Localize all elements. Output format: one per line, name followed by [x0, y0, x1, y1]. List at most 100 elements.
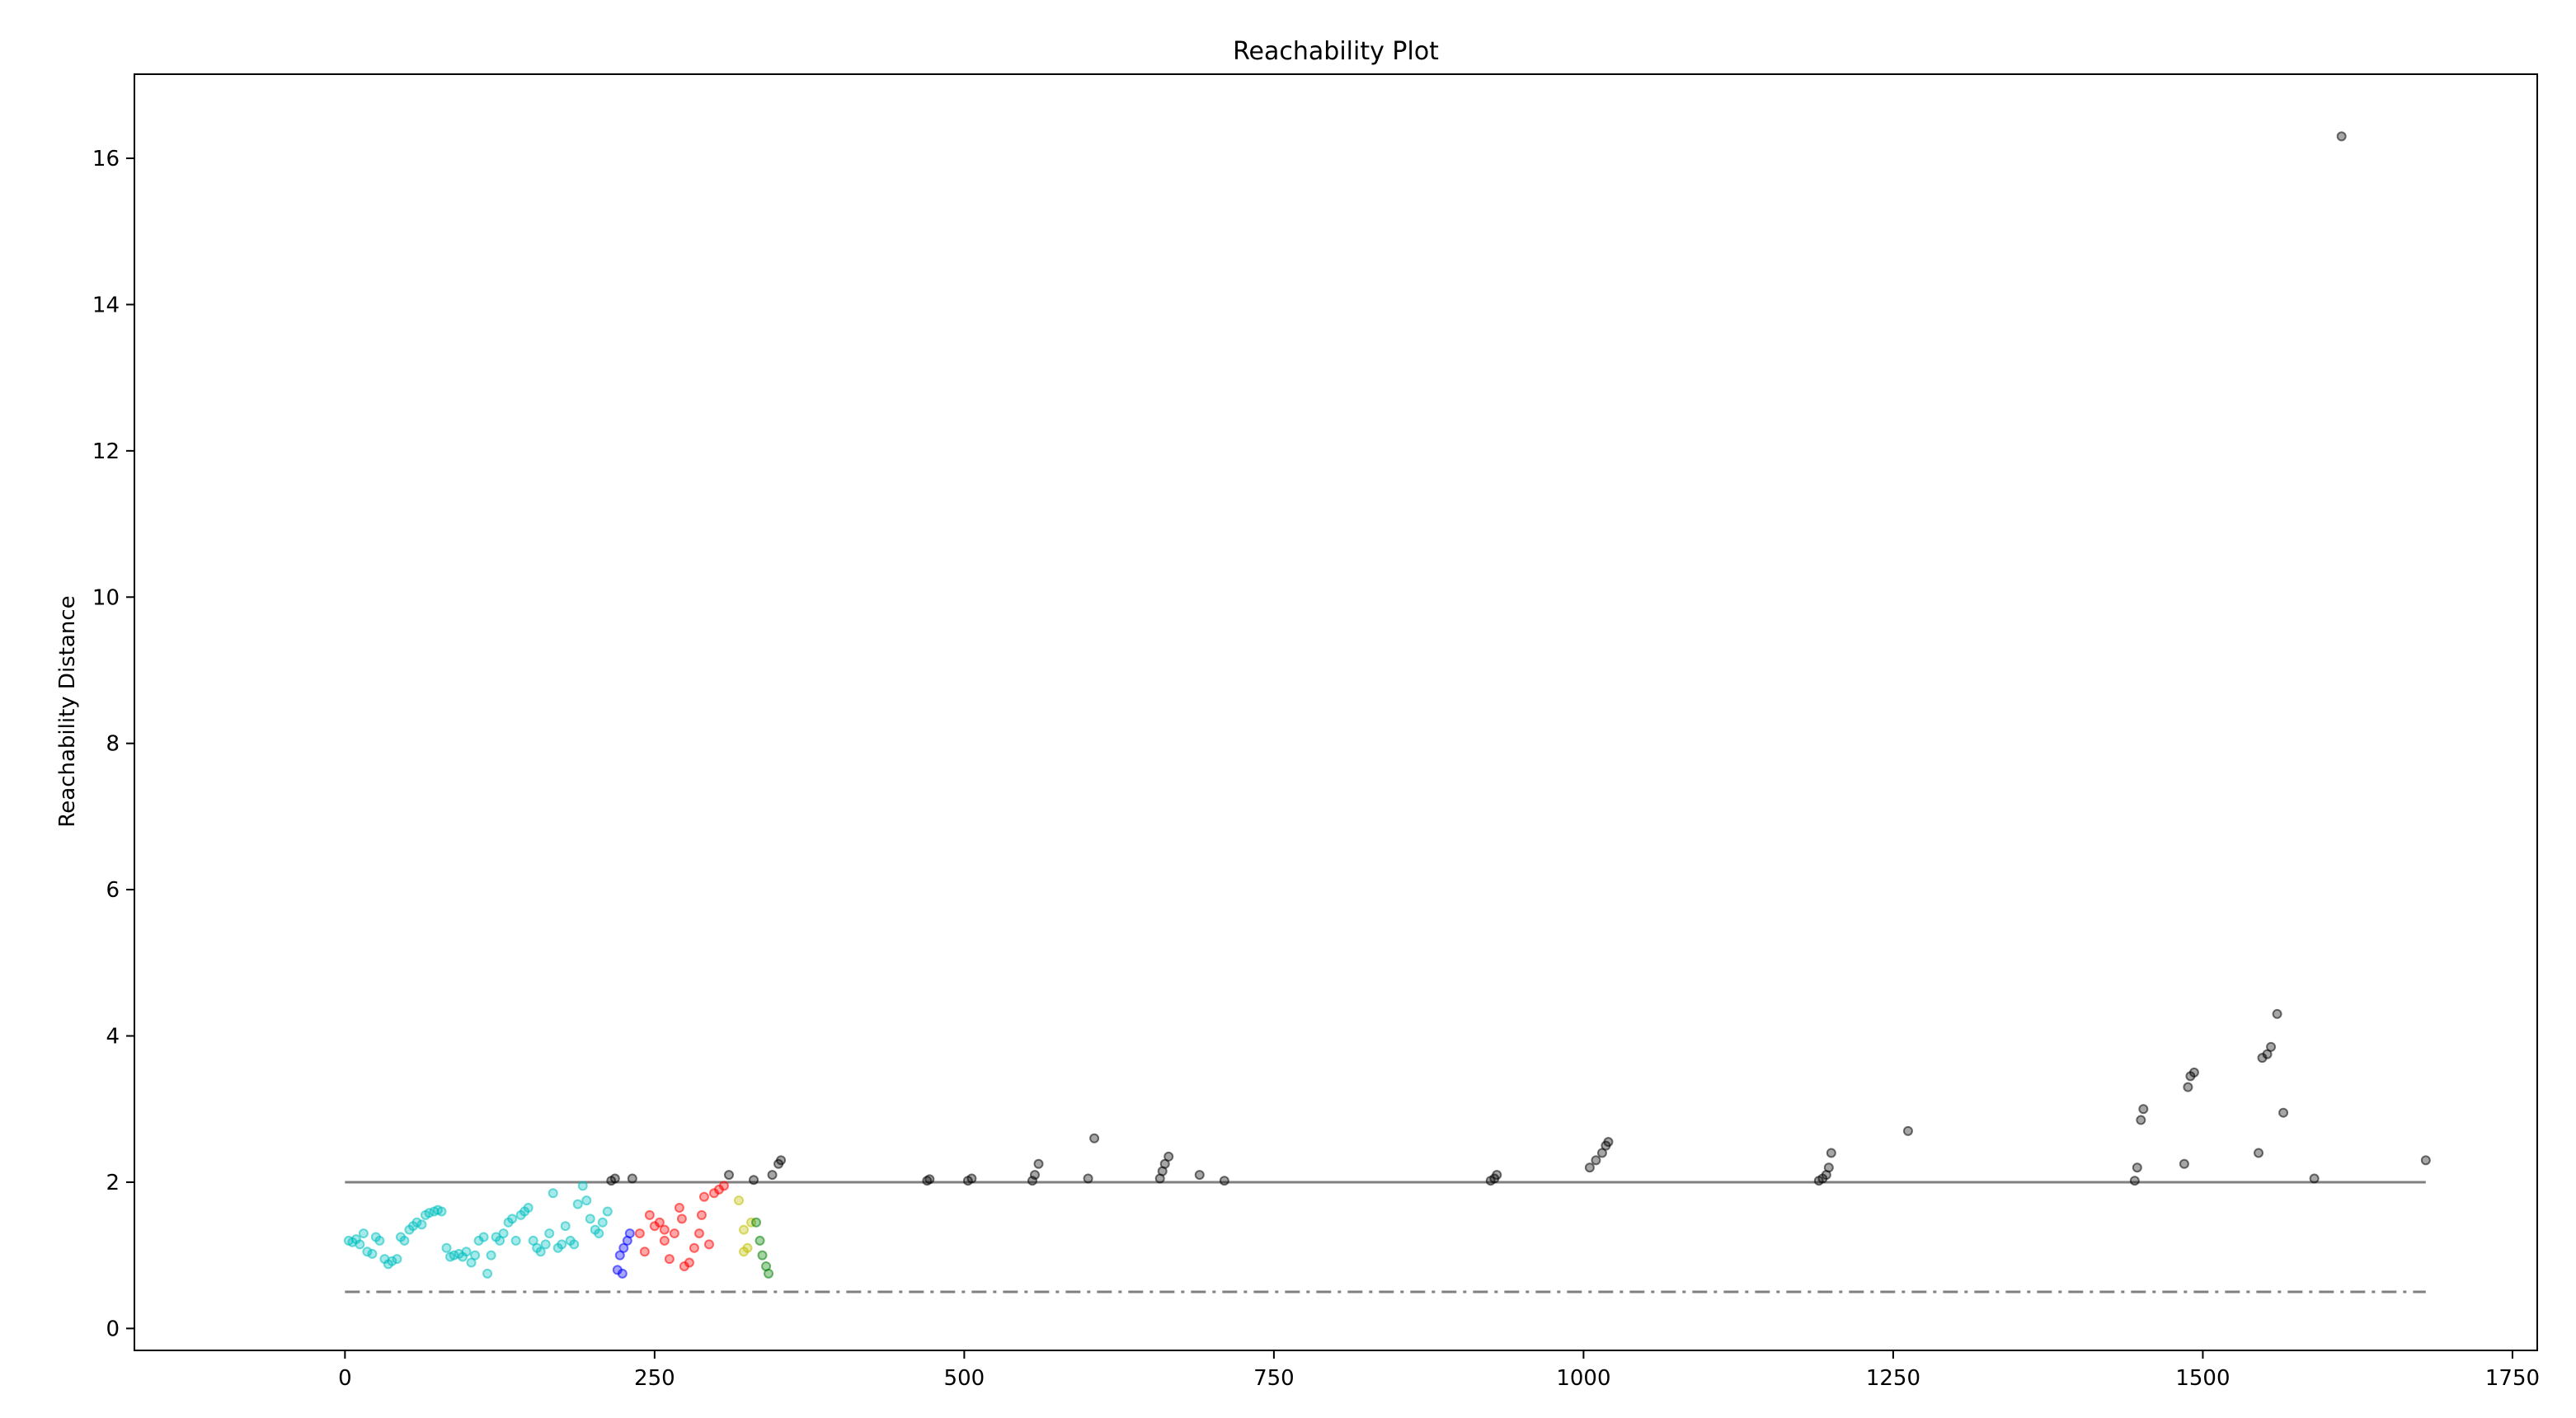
data-points — [343, 131, 2431, 1279]
data-point — [355, 1239, 365, 1250]
data-point — [624, 1228, 635, 1239]
data-point — [392, 1254, 402, 1265]
data-point — [767, 1170, 778, 1181]
data-point — [757, 1250, 768, 1261]
data-point — [698, 1191, 709, 1202]
data-point — [676, 1214, 687, 1224]
y-tick-label: 10 — [92, 585, 120, 610]
data-point — [1083, 1173, 1093, 1184]
x-tick-label: 1500 — [2175, 1366, 2230, 1391]
data-point — [639, 1247, 650, 1257]
data-point — [634, 1228, 645, 1239]
data-point — [597, 1217, 608, 1228]
data-point — [659, 1224, 670, 1235]
data-point — [411, 1217, 422, 1228]
y-axis-ticks: 0 2 4 6 8 10 12 14 16 — [92, 147, 134, 1341]
data-point — [2272, 1008, 2282, 1019]
data-point — [1591, 1155, 1601, 1166]
y-tick-label: 14 — [92, 293, 120, 317]
data-point — [572, 1199, 583, 1209]
data-point — [2188, 1067, 2199, 1078]
data-point — [2336, 131, 2347, 142]
data-point — [2183, 1082, 2193, 1092]
data-point — [684, 1257, 694, 1268]
data-point — [1163, 1151, 1174, 1162]
data-point — [1584, 1162, 1595, 1173]
y-tick-label: 4 — [106, 1025, 120, 1049]
data-point — [1826, 1148, 1836, 1158]
data-point — [399, 1235, 410, 1246]
y-tick-label: 8 — [106, 732, 120, 757]
data-point — [1089, 1133, 1100, 1143]
data-point — [1033, 1158, 1044, 1169]
data-point — [358, 1228, 369, 1239]
plot-area-frame — [134, 73, 2538, 1351]
data-point — [2138, 1104, 2149, 1115]
data-point — [540, 1239, 551, 1250]
data-point — [2420, 1155, 2431, 1166]
data-point — [2278, 1107, 2289, 1118]
x-tick-label: 750 — [1253, 1366, 1295, 1391]
data-point — [749, 1175, 759, 1186]
x-tick-label: 500 — [944, 1366, 985, 1391]
y-tick-label: 2 — [106, 1171, 120, 1195]
data-point — [1492, 1170, 1502, 1181]
data-point — [776, 1155, 787, 1166]
data-point — [557, 1239, 567, 1250]
data-point — [2309, 1173, 2320, 1184]
data-point — [535, 1247, 546, 1257]
data-point — [560, 1221, 571, 1232]
data-point — [441, 1242, 452, 1253]
data-point — [1219, 1176, 1229, 1186]
data-point — [1194, 1170, 1205, 1181]
data-point — [548, 1188, 558, 1199]
reference-lines — [345, 1181, 2426, 1294]
data-point — [498, 1228, 509, 1239]
data-point — [669, 1228, 679, 1239]
data-point — [602, 1206, 613, 1217]
data-point — [374, 1235, 385, 1246]
data-point — [754, 1235, 765, 1246]
data-point — [739, 1247, 750, 1257]
y-tick-label: 12 — [92, 439, 120, 464]
data-point — [461, 1247, 472, 1257]
data-point — [544, 1228, 555, 1239]
data-point — [617, 1268, 628, 1279]
data-point — [486, 1250, 496, 1261]
data-point — [693, 1228, 704, 1239]
data-point — [689, 1242, 699, 1253]
data-point — [387, 1256, 397, 1266]
data-point — [2266, 1041, 2277, 1052]
data-point — [523, 1203, 534, 1214]
y-tick-label: 0 — [106, 1317, 120, 1341]
data-point — [1902, 1125, 1913, 1136]
data-point — [703, 1239, 714, 1250]
data-point — [507, 1214, 518, 1224]
data-point — [734, 1195, 745, 1206]
data-point — [362, 1247, 373, 1257]
x-tick-label: 1750 — [2485, 1366, 2540, 1391]
data-point — [1603, 1137, 1614, 1148]
data-point — [609, 1173, 620, 1184]
data-point — [569, 1239, 580, 1250]
data-point — [367, 1248, 378, 1259]
data-point — [2136, 1115, 2146, 1125]
data-point — [696, 1209, 707, 1220]
x-axis-ticks: 0 250 500 750 1000 1250 1500 1750 — [338, 1350, 2540, 1391]
data-point — [764, 1268, 774, 1279]
data-point — [659, 1235, 670, 1246]
data-point — [581, 1195, 592, 1206]
x-tick-label: 250 — [634, 1366, 675, 1391]
data-point — [723, 1170, 734, 1181]
data-point — [2132, 1162, 2142, 1173]
data-point — [966, 1173, 977, 1184]
data-point — [664, 1254, 675, 1265]
data-point — [482, 1268, 493, 1279]
data-point — [2254, 1148, 2264, 1158]
data-point — [674, 1203, 684, 1214]
chart-title: Reachability Plot — [1233, 37, 1439, 66]
data-point — [2129, 1176, 2140, 1186]
x-tick-label: 1000 — [1556, 1366, 1610, 1391]
